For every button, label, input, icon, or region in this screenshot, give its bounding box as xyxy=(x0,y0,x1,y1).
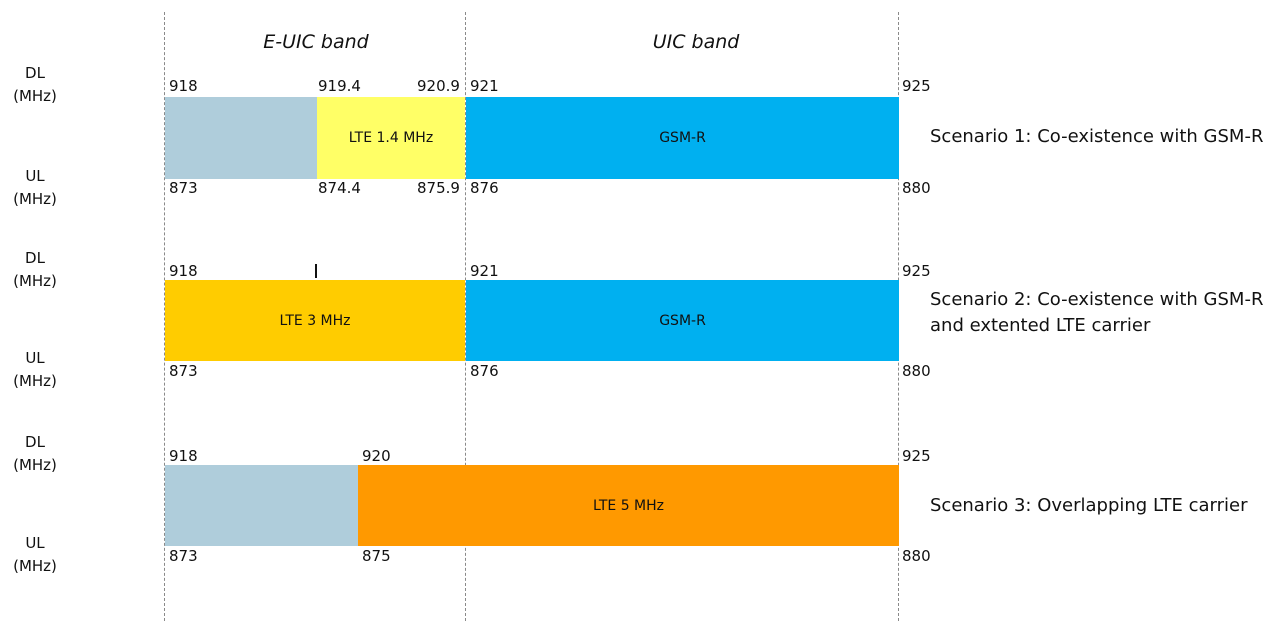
s3-dl-920: 920 xyxy=(362,447,391,465)
s1-dl-925: 925 xyxy=(902,77,931,95)
s1-ul-873: 873 xyxy=(169,179,198,197)
s2-ul-876: 876 xyxy=(470,362,499,380)
s2-dl-918: 918 xyxy=(169,262,198,280)
scenario3-ul-label: UL (MHz) xyxy=(5,532,65,578)
divider-euic-uic xyxy=(465,12,466,621)
s1-ul-880: 880 xyxy=(902,179,931,197)
s2-ul-873: 873 xyxy=(169,362,198,380)
s3-ul-875: 875 xyxy=(362,547,391,565)
s2-ul-880: 880 xyxy=(902,362,931,380)
scenario2-label-line1: Scenario 2: Co-existence with GSM-R xyxy=(930,289,1264,310)
s2-lte-3-block: LTE 3 MHz xyxy=(165,280,465,361)
s3-dl-918: 918 xyxy=(169,447,198,465)
s1-ul-874-4: 874.4 xyxy=(318,179,361,197)
euic-band-title: E-UIC band xyxy=(263,31,369,53)
dl-label: DL xyxy=(25,64,45,82)
scenario3-dl-label: DL (MHz) xyxy=(5,431,65,477)
scenario1-label: Scenario 1: Co-existence with GSM-R xyxy=(930,126,1264,147)
ul-label: UL xyxy=(25,349,45,367)
s2-dl-925: 925 xyxy=(902,262,931,280)
ul-label: UL xyxy=(25,534,45,552)
uic-band-title: UIC band xyxy=(652,31,740,53)
s3-lte-5-block: LTE 5 MHz xyxy=(358,465,899,546)
scenario1-ul-label: UL (MHz) xyxy=(5,165,65,211)
scenario2-label: Scenario 2: Co-existence with GSM-R and … xyxy=(930,287,1263,339)
divider-euic-start xyxy=(164,12,165,621)
dl-label: DL xyxy=(25,433,45,451)
unit-label: (MHz) xyxy=(13,272,57,290)
s1-lte-1-4-block: LTE 1.4 MHz xyxy=(317,97,465,179)
scenario1-dl-label: DL (MHz) xyxy=(5,62,65,108)
scenario2-dl-label: DL (MHz) xyxy=(5,247,65,293)
unit-label: (MHz) xyxy=(13,372,57,390)
s1-dl-921: 921 xyxy=(470,77,499,95)
s3-ul-873: 873 xyxy=(169,547,198,565)
scenario3-label: Scenario 3: Overlapping LTE carrier xyxy=(930,495,1248,516)
scenario2-label-line2: and extented LTE carrier xyxy=(930,315,1151,336)
s1-gsm-r-block: GSM-R xyxy=(466,97,899,179)
s1-dl-919-4: 919.4 xyxy=(318,77,361,95)
s3-dl-925: 925 xyxy=(902,447,931,465)
s2-dl-921: 921 xyxy=(470,262,499,280)
ul-label: UL xyxy=(25,167,45,185)
unit-label: (MHz) xyxy=(13,456,57,474)
s2-gsm-r-block: GSM-R xyxy=(466,280,899,361)
unit-label: (MHz) xyxy=(13,557,57,575)
s1-dl-918: 918 xyxy=(169,77,198,95)
scenario2-ul-label: UL (MHz) xyxy=(5,347,65,393)
s3-unused-block xyxy=(165,465,358,546)
s2-tick-mark xyxy=(315,264,317,278)
s1-unused-block xyxy=(165,97,317,179)
dl-label: DL xyxy=(25,249,45,267)
s1-ul-875-9: 875.9 xyxy=(417,179,460,197)
unit-label: (MHz) xyxy=(13,190,57,208)
s1-dl-920-9: 920.9 xyxy=(417,77,460,95)
unit-label: (MHz) xyxy=(13,87,57,105)
s1-ul-876: 876 xyxy=(470,179,499,197)
s3-ul-880: 880 xyxy=(902,547,931,565)
